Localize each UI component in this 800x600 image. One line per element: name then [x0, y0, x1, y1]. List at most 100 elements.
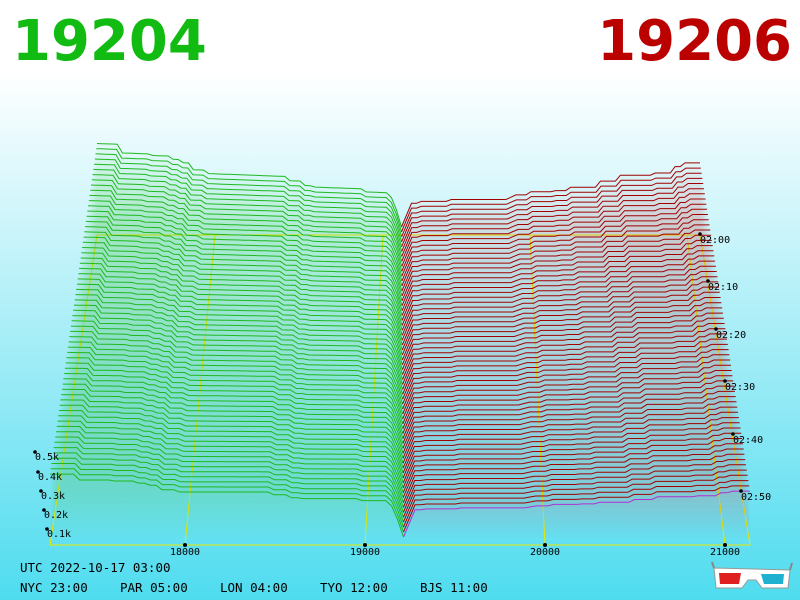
floor-outline [49, 234, 751, 546]
floor-grid-line [364, 234, 384, 546]
ask-depth-line [401, 307, 723, 365]
bid-depth-line [90, 184, 403, 267]
depth-tick-label: 0.5k [35, 452, 59, 463]
ask-depth-line [402, 328, 726, 385]
bid-depth-line [52, 457, 404, 523]
time-tick [698, 232, 702, 236]
bid-depth-line [59, 404, 404, 474]
time-tick [731, 432, 735, 436]
depth-tick-label: 0.2k [44, 510, 68, 521]
ask-depth-line [401, 260, 716, 321]
ask-depth-line [401, 312, 723, 370]
depth-tick [39, 489, 43, 493]
bid-depth-line [73, 304, 403, 380]
bid-depth-line [70, 325, 404, 400]
ask-depth-line [402, 417, 739, 469]
bid-depth-line [55, 436, 404, 503]
ask-depth-line [402, 380, 734, 434]
ask-depth-line [402, 343, 728, 400]
ask-depth-line [403, 485, 750, 533]
bid-depth-line [76, 283, 403, 361]
ask-depth-line [401, 229, 711, 292]
bid-depth-line [72, 315, 404, 390]
ask-depth-line [401, 214, 708, 277]
bid-depth-line [53, 447, 404, 513]
world-clock: BJS 11:00 [420, 580, 488, 595]
depth-tick-label: 0.3k [41, 491, 65, 502]
glasses-red-lens[interactable] [719, 573, 741, 584]
price-tick [723, 543, 727, 547]
depth-surface [50, 143, 750, 538]
price-tick-label: 21000 [710, 547, 740, 558]
bid-depth-line [80, 257, 403, 336]
ask-depth-line [402, 432, 742, 484]
floor-grid-line [686, 234, 726, 546]
bid-depth-line [54, 441, 404, 508]
ask-depth-line [402, 464, 746, 513]
ask-depth-line [401, 177, 703, 242]
bid-depth-line [61, 394, 404, 464]
bid-depth-line [87, 210, 403, 292]
ask-depth-line [402, 459, 746, 508]
bid-depth-line [85, 226, 403, 306]
ask-depth-line [401, 239, 712, 301]
ask-depth-line [401, 167, 701, 233]
bid-depth-line [77, 278, 403, 356]
bid-depth-line [87, 205, 403, 287]
bid-depth-line [93, 168, 403, 252]
depth-tick [33, 450, 37, 454]
bid-depth-line [79, 262, 403, 341]
bid-depth-line [79, 267, 403, 346]
bid-depth-line [96, 143, 402, 228]
time-tick [714, 327, 718, 331]
ask-depth-line [401, 276, 718, 336]
ask-depth-line [402, 364, 731, 420]
depth-tick [45, 527, 49, 531]
bid-depth-line [66, 357, 404, 429]
bid-depth-line [90, 189, 403, 272]
ask-depth-line [402, 474, 748, 523]
ask-depth-line [401, 302, 722, 361]
ask-depth-line [402, 427, 741, 479]
ask-depth-line [402, 453, 745, 503]
ask-depth-line [401, 291, 720, 351]
ask-depth-line [401, 297, 721, 356]
ask-depth-line [401, 198, 706, 262]
ask-depth-line [402, 443, 743, 493]
bid-depth-line [75, 294, 403, 370]
ask-depth-line [401, 162, 700, 228]
ask-depth-line [401, 271, 717, 331]
ask-depth-line [401, 255, 715, 316]
ask-depth-line [402, 338, 727, 395]
time-tick-label: 02:10 [708, 282, 738, 293]
bid-depth-line [64, 367, 404, 439]
bid-depth-line [56, 431, 404, 498]
bid-depth-line [93, 163, 403, 247]
bid-depth-line [68, 341, 404, 415]
ask-depth-line [402, 323, 725, 380]
price-tick [543, 543, 547, 547]
glasses-arms[interactable] [711, 561, 793, 571]
bid-depth-line [76, 288, 403, 365]
time-tick [723, 379, 727, 383]
utc-time: UTC 2022-10-17 03:00 [20, 560, 171, 575]
time-tick-label: 02:30 [725, 382, 755, 393]
time-tick-label: 02:20 [716, 330, 746, 341]
ask-depth-line [402, 385, 735, 439]
time-tick [739, 489, 743, 493]
ask-depth-line [402, 349, 729, 405]
3d-glasses-toggle[interactable] [711, 561, 793, 589]
ask-depth-line [402, 375, 733, 429]
bid-depth-line [85, 220, 403, 301]
depth-tick [42, 508, 46, 512]
bid-depth-line [51, 463, 404, 528]
ask-depth-line [402, 354, 730, 410]
bid-depth-line [62, 383, 404, 454]
bid-depth-line [94, 158, 403, 242]
ask-depth-line [403, 490, 750, 538]
glasses-cyan-lens[interactable] [761, 574, 784, 584]
bid-depth-line [65, 362, 404, 434]
bid-depth-line [57, 420, 404, 488]
price-tick-label: 20000 [530, 547, 560, 558]
